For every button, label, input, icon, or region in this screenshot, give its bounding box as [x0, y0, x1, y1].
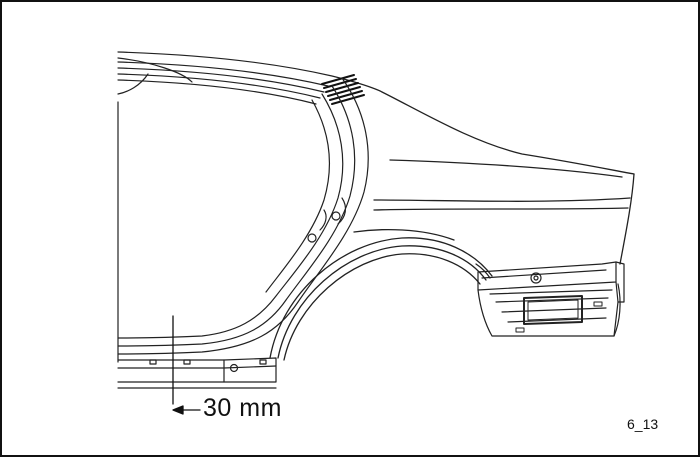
dimension-label: 30 mm [203, 394, 282, 422]
c-pillar [117, 57, 369, 363]
rocker-sill [117, 357, 277, 389]
wheel-arch [269, 228, 493, 361]
figure-id: 6_13 [627, 416, 659, 432]
rear-valance [477, 261, 625, 337]
rear-pocket-opening [515, 295, 603, 333]
rear-body-contour [373, 91, 635, 265]
cut-dimension [172, 315, 201, 415]
roof-seam-band [321, 74, 365, 105]
dimension-arrowhead [172, 405, 184, 415]
